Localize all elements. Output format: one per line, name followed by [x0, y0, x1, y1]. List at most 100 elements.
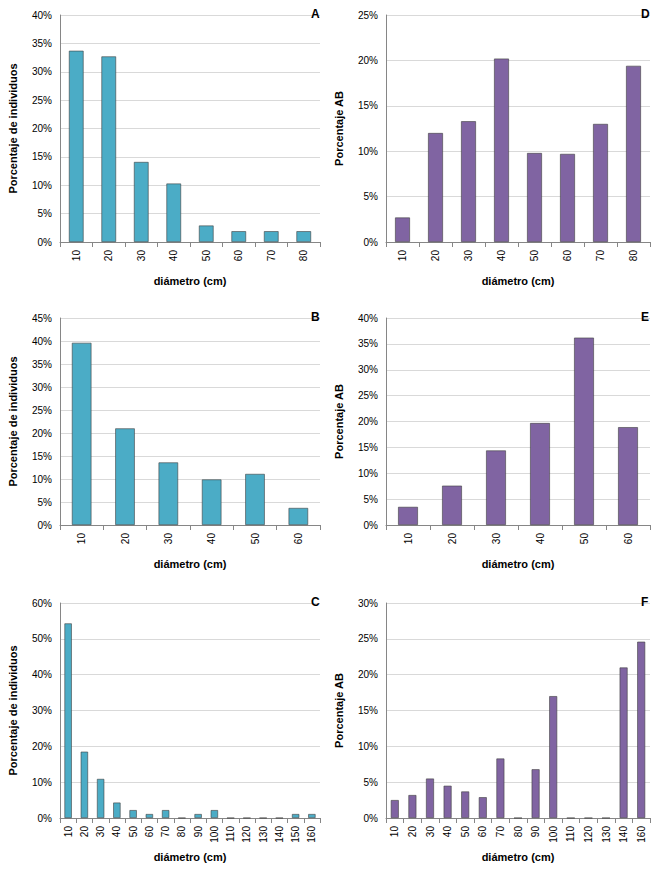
svg-text:0%: 0% [364, 237, 379, 248]
svg-text:130: 130 [258, 826, 269, 843]
svg-text:10%: 10% [358, 146, 378, 157]
svg-text:110: 110 [225, 826, 236, 842]
svg-text:140: 140 [274, 826, 285, 843]
svg-text:30: 30 [136, 250, 147, 262]
svg-text:Porcentaje AB: Porcentaje AB [333, 384, 345, 459]
svg-text:10%: 10% [358, 741, 378, 752]
svg-text:B: B [311, 310, 320, 324]
svg-text:50: 50 [201, 250, 212, 262]
svg-text:30%: 30% [32, 382, 52, 393]
svg-text:diámetro (cm): diámetro (cm) [482, 275, 555, 287]
svg-text:45%: 45% [32, 313, 52, 324]
svg-text:diámetro (cm): diámetro (cm) [154, 851, 227, 863]
svg-text:60: 60 [623, 533, 634, 545]
svg-text:35%: 35% [358, 338, 378, 349]
svg-text:20%: 20% [358, 416, 378, 427]
svg-text:140: 140 [618, 826, 629, 843]
svg-text:40%: 40% [358, 313, 378, 324]
svg-text:5%: 5% [38, 208, 53, 219]
svg-text:20%: 20% [32, 123, 52, 134]
svg-text:160: 160 [306, 826, 317, 843]
svg-text:40%: 40% [32, 10, 52, 21]
svg-text:10%: 10% [32, 180, 52, 191]
svg-text:10: 10 [397, 250, 408, 262]
svg-text:diámetro (cm): diámetro (cm) [154, 275, 227, 287]
svg-text:35%: 35% [32, 38, 52, 49]
svg-text:5%: 5% [38, 497, 53, 508]
svg-text:50: 50 [460, 826, 471, 838]
svg-text:60: 60 [562, 250, 573, 262]
svg-text:0%: 0% [38, 520, 53, 531]
svg-text:70: 70 [595, 250, 606, 262]
svg-text:50: 50 [128, 826, 139, 838]
svg-text:80: 80 [176, 826, 187, 838]
svg-text:30%: 30% [32, 705, 52, 716]
svg-text:15%: 15% [32, 451, 52, 462]
svg-text:10: 10 [71, 250, 82, 262]
svg-text:25%: 25% [358, 390, 378, 401]
svg-text:100: 100 [209, 826, 220, 843]
svg-text:Porcentaje AB: Porcentaje AB [333, 91, 345, 166]
svg-text:35%: 35% [32, 359, 52, 370]
svg-text:80: 80 [298, 250, 309, 262]
svg-text:E: E [641, 310, 649, 324]
svg-text:10: 10 [403, 533, 414, 545]
svg-text:30: 30 [463, 250, 474, 262]
svg-text:D: D [641, 7, 650, 21]
svg-text:20%: 20% [358, 55, 378, 66]
svg-text:F: F [641, 595, 648, 609]
svg-text:5%: 5% [364, 777, 379, 788]
svg-text:15%: 15% [358, 705, 378, 716]
svg-text:80: 80 [513, 826, 524, 838]
svg-text:10%: 10% [32, 777, 52, 788]
svg-text:50: 50 [529, 250, 540, 262]
svg-text:60: 60 [293, 533, 304, 545]
svg-text:C: C [311, 595, 320, 609]
svg-text:30%: 30% [358, 364, 378, 375]
svg-text:40: 40 [496, 250, 507, 262]
svg-text:5%: 5% [364, 191, 379, 202]
svg-text:25%: 25% [32, 95, 52, 106]
svg-text:100: 100 [548, 826, 559, 843]
svg-text:20: 20 [103, 250, 114, 262]
svg-text:150: 150 [290, 826, 301, 843]
svg-text:40%: 40% [32, 336, 52, 347]
svg-text:15%: 15% [358, 442, 378, 453]
svg-text:10: 10 [389, 826, 400, 838]
svg-text:20: 20 [79, 826, 90, 838]
svg-text:0%: 0% [38, 813, 53, 824]
svg-text:40: 40 [206, 533, 217, 545]
svg-text:70: 70 [160, 826, 171, 838]
svg-text:130: 130 [601, 826, 612, 843]
svg-text:50%: 50% [32, 633, 52, 644]
svg-text:160: 160 [636, 826, 647, 843]
svg-text:Porcentaje de individuos: Porcentaje de individuos [7, 645, 19, 775]
svg-text:10%: 10% [32, 474, 52, 485]
svg-text:25%: 25% [358, 633, 378, 644]
svg-text:60: 60 [233, 250, 244, 262]
svg-text:20: 20 [447, 533, 458, 545]
svg-text:15%: 15% [358, 100, 378, 111]
svg-text:25%: 25% [32, 405, 52, 416]
svg-text:30: 30 [425, 826, 436, 838]
svg-text:80: 80 [628, 250, 639, 262]
svg-text:0%: 0% [364, 520, 379, 531]
svg-text:Porcentaje AB: Porcentaje AB [333, 673, 345, 748]
svg-text:10: 10 [63, 826, 74, 838]
svg-text:70: 70 [266, 250, 277, 262]
svg-text:30: 30 [95, 826, 106, 838]
svg-text:20: 20 [430, 250, 441, 262]
svg-text:120: 120 [583, 826, 594, 843]
svg-text:15%: 15% [32, 151, 52, 162]
svg-text:120: 120 [241, 826, 252, 843]
svg-text:diámetro (cm): diámetro (cm) [482, 558, 555, 570]
svg-text:90: 90 [530, 826, 541, 838]
svg-text:50: 50 [579, 533, 590, 545]
svg-text:60: 60 [477, 826, 488, 838]
svg-text:40: 40 [168, 250, 179, 262]
svg-text:10%: 10% [358, 468, 378, 479]
svg-text:30: 30 [163, 533, 174, 545]
svg-text:40%: 40% [32, 669, 52, 680]
svg-text:diámetro (cm): diámetro (cm) [154, 558, 227, 570]
svg-text:110: 110 [565, 826, 576, 842]
